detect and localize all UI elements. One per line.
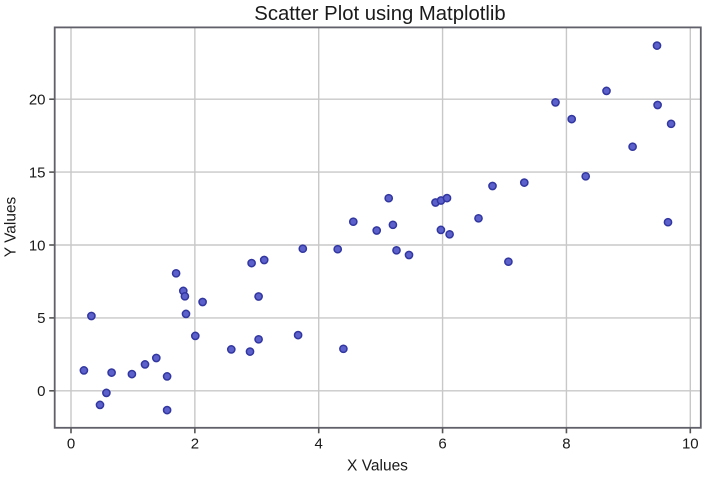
svg-text:15: 15 (29, 164, 46, 181)
svg-text:Y Values: Y Values (3, 196, 20, 257)
svg-text:8: 8 (562, 435, 570, 452)
svg-text:Scatter Plot using Matplotlib: Scatter Plot using Matplotlib (254, 3, 505, 25)
svg-text:10: 10 (29, 237, 46, 254)
svg-text:4: 4 (315, 435, 323, 452)
svg-text:0: 0 (67, 435, 75, 452)
svg-text:5: 5 (37, 310, 45, 327)
svg-text:X Values: X Values (347, 458, 408, 475)
svg-text:2: 2 (191, 435, 199, 452)
svg-text:20: 20 (29, 92, 46, 109)
svg-text:10: 10 (682, 435, 699, 452)
svg-text:0: 0 (37, 383, 45, 400)
svg-text:6: 6 (438, 435, 446, 452)
